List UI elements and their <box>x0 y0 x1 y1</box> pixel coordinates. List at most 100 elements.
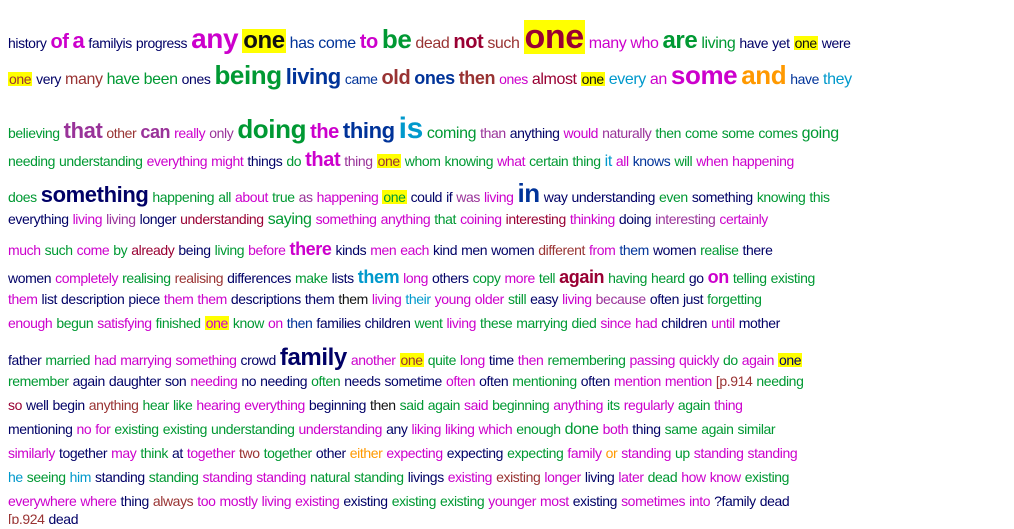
cloud-word: ones <box>414 68 455 88</box>
cloud-word: are <box>662 27 698 54</box>
cloud-word: needs <box>344 373 381 389</box>
cloud-word: living <box>701 35 736 52</box>
cloud-word: a <box>72 28 85 53</box>
cloud-word: anything <box>88 397 139 413</box>
cloud-line: [p.924 dead <box>8 512 82 524</box>
cloud-word: think <box>140 445 168 461</box>
cloud-word: standing <box>353 469 404 485</box>
cloud-line: much such come by already being living before th… <box>8 240 776 258</box>
cloud-word: then <box>370 397 396 413</box>
cloud-word: copy <box>472 270 501 286</box>
highlighted-word: one <box>580 71 605 87</box>
word-cloud: history of a familyis progress any one has come t… <box>8 8 1002 524</box>
cloud-word: other <box>315 445 346 461</box>
cloud-word: living <box>261 493 292 509</box>
cloud-word: knowing <box>756 189 806 205</box>
cloud-word: way <box>543 189 568 205</box>
cloud-word: forgetting <box>707 291 762 307</box>
cloud-word: until <box>711 315 735 331</box>
cloud-word: existing <box>496 469 541 485</box>
cloud-word: standing <box>256 469 306 485</box>
cloud-word: them <box>304 291 335 307</box>
cloud-word: again <box>72 373 106 389</box>
cloud-word: even <box>659 189 688 205</box>
cloud-word: later <box>618 469 644 485</box>
cloud-word: well <box>26 397 49 413</box>
cloud-word: similar <box>737 421 776 437</box>
cloud-word: mention <box>664 373 712 389</box>
cloud-word: have <box>106 71 141 88</box>
cloud-word: doing <box>618 211 652 227</box>
cloud-word: living <box>106 211 136 227</box>
cloud-word: existing <box>744 469 790 485</box>
cloud-word: then <box>655 125 682 141</box>
cloud-word: thing <box>120 493 150 509</box>
cloud-word: expecting <box>446 445 504 461</box>
cloud-word: that <box>305 149 341 171</box>
cloud-word: existing <box>162 421 208 437</box>
cloud-line: father married had marrying something crowd fa… <box>8 346 806 370</box>
cloud-word: yet <box>772 35 790 51</box>
cloud-word: existing <box>295 493 340 509</box>
cloud-word: existing <box>447 469 493 485</box>
cloud-word: happening <box>732 153 794 169</box>
cloud-word: whom <box>404 153 441 169</box>
cloud-word: would <box>563 125 599 141</box>
cloud-word: passing <box>629 352 676 368</box>
cloud-word: just <box>682 291 704 307</box>
cloud-word: needing <box>756 373 804 389</box>
cloud-word: no <box>241 373 257 389</box>
cloud-word: these <box>479 315 513 331</box>
highlighted-word: one <box>8 71 33 87</box>
cloud-word: do <box>722 352 738 368</box>
cloud-word: has <box>289 35 315 52</box>
cloud-word: quickly <box>678 352 719 368</box>
cloud-word: them <box>163 291 194 307</box>
cloud-word: familyis <box>88 35 132 51</box>
cloud-word: as <box>298 189 313 205</box>
cloud-word: them <box>197 291 227 307</box>
cloud-word: happening <box>316 189 379 205</box>
cloud-word: there <box>289 239 332 259</box>
cloud-word: living <box>562 291 592 307</box>
cloud-word: married <box>45 352 91 368</box>
cloud-word: existing <box>439 493 485 509</box>
cloud-word: much <box>8 242 41 258</box>
cloud-word: family <box>279 344 347 371</box>
cloud-word: at <box>171 445 183 461</box>
cloud-word: because <box>595 291 647 307</box>
cloud-word: differences <box>227 270 291 286</box>
cloud-word: had <box>94 352 117 368</box>
cloud-word: lists <box>331 270 355 286</box>
cloud-word: something <box>40 182 149 207</box>
cloud-word: them <box>619 242 649 258</box>
highlighted-word: one <box>793 35 818 51</box>
cloud-word: hearing <box>196 397 241 413</box>
cloud-word: often <box>580 373 611 389</box>
cloud-word: crowd <box>240 352 277 368</box>
cloud-word: then <box>286 315 313 331</box>
cloud-word: understanding <box>571 189 656 205</box>
cloud-word: kind <box>433 242 458 258</box>
cloud-word: long <box>460 352 485 368</box>
cloud-word: ones <box>181 71 211 87</box>
cloud-word: ones <box>499 71 528 87</box>
cloud-word: realising <box>174 270 224 286</box>
cloud-word: time <box>488 352 514 368</box>
cloud-word: often <box>649 291 680 307</box>
cloud-word: natural <box>309 469 350 485</box>
cloud-word: any <box>191 23 239 54</box>
cloud-word: dead <box>759 493 790 509</box>
cloud-word: like <box>172 397 193 413</box>
cloud-word: may <box>111 445 137 461</box>
cloud-word: mentioning <box>512 373 577 389</box>
cloud-word: about <box>235 189 269 205</box>
cloud-word: begin <box>52 397 86 413</box>
cloud-word: families <box>316 315 361 331</box>
cloud-word: finished <box>155 315 201 331</box>
cloud-word: beginning <box>492 397 550 413</box>
cloud-word: women <box>8 270 52 286</box>
cloud-word: liking <box>411 421 441 437</box>
highlighted-word: one <box>399 352 424 368</box>
cloud-word: everything <box>8 211 69 227</box>
